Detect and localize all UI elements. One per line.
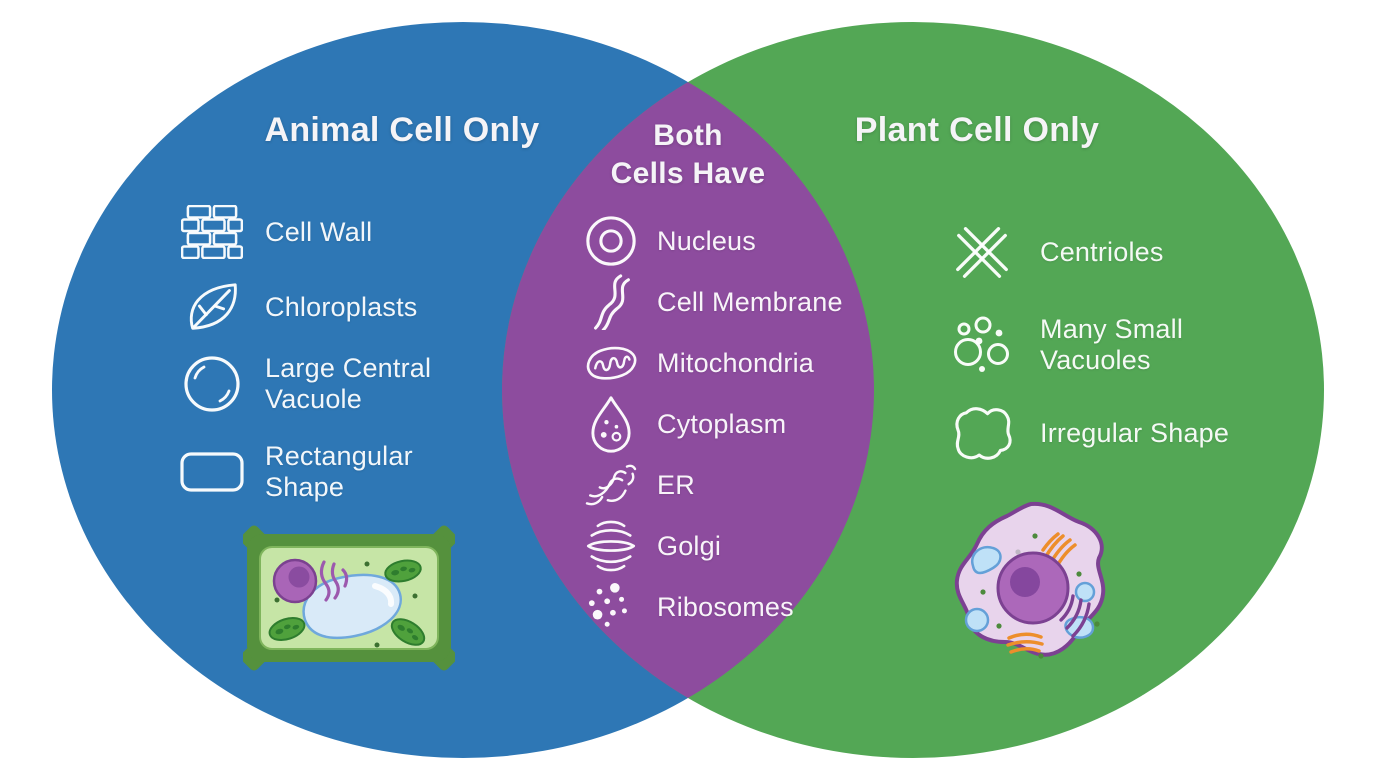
small-vacuoles-icon: [948, 303, 1016, 387]
leaf-icon: [180, 275, 244, 339]
list-item: Many Small Vacuoles: [948, 303, 1183, 387]
item-label: Irregular Shape: [1040, 417, 1230, 448]
list-item: Irregular Shape: [948, 400, 1229, 466]
list-item: Golgi: [583, 518, 721, 574]
list-item: Chloroplasts: [180, 275, 417, 339]
vacuole-circle-icon: [180, 352, 244, 416]
cell-membrane-icon: [583, 274, 639, 330]
item-label: Nucleus: [657, 225, 756, 256]
list-item: Rectangular Shape: [180, 440, 413, 504]
list-item: Nucleus: [583, 213, 756, 269]
item-label: Mitochondria: [657, 347, 814, 378]
brick-wall-icon: [180, 200, 244, 264]
nucleus-icon: [583, 213, 639, 269]
item-label: Large Central Vacuole: [265, 353, 432, 414]
centrioles-icon: [948, 219, 1016, 285]
list-item: Mitochondria: [583, 335, 814, 391]
list-item: Large Central Vacuole: [180, 352, 431, 416]
item-label: Chloroplasts: [265, 291, 418, 322]
mitochondria-icon: [583, 335, 639, 391]
ribosomes-icon: [583, 579, 639, 635]
left-circle-title: Animal Cell Only: [264, 111, 540, 149]
animal-cell-illustration: [954, 501, 1106, 659]
list-item: Centrioles: [948, 219, 1164, 285]
overlap-title: Both Cells Have: [610, 119, 766, 190]
plant-cell-illustration: [243, 525, 455, 671]
list-item: Cell Membrane: [583, 274, 843, 330]
er-icon: [583, 457, 639, 513]
golgi-icon: [583, 518, 639, 574]
item-label: Centrioles: [1040, 236, 1164, 267]
item-label: Rectangular Shape: [265, 441, 413, 502]
list-item: Cell Wall: [180, 200, 372, 264]
right-circle-title: Plant Cell Only: [854, 111, 1100, 149]
item-label: Cytoplasm: [657, 408, 787, 439]
cytoplasm-droplet-icon: [583, 396, 639, 453]
list-item: Ribosomes: [583, 579, 794, 635]
irregular-blob-icon: [948, 400, 1016, 466]
list-item: Cytoplasm: [583, 396, 787, 453]
list-item: ER: [583, 457, 695, 513]
item-label: Golgi: [657, 530, 722, 561]
rectangle-icon: [180, 440, 244, 504]
item-label: Many Small Vacuoles: [1040, 314, 1184, 375]
item-label: Cell Membrane: [657, 286, 843, 317]
overlap-lens: [502, 22, 874, 758]
item-label: Cell Wall: [265, 216, 373, 247]
item-label: ER: [657, 469, 695, 500]
item-label: Ribosomes: [657, 591, 794, 622]
